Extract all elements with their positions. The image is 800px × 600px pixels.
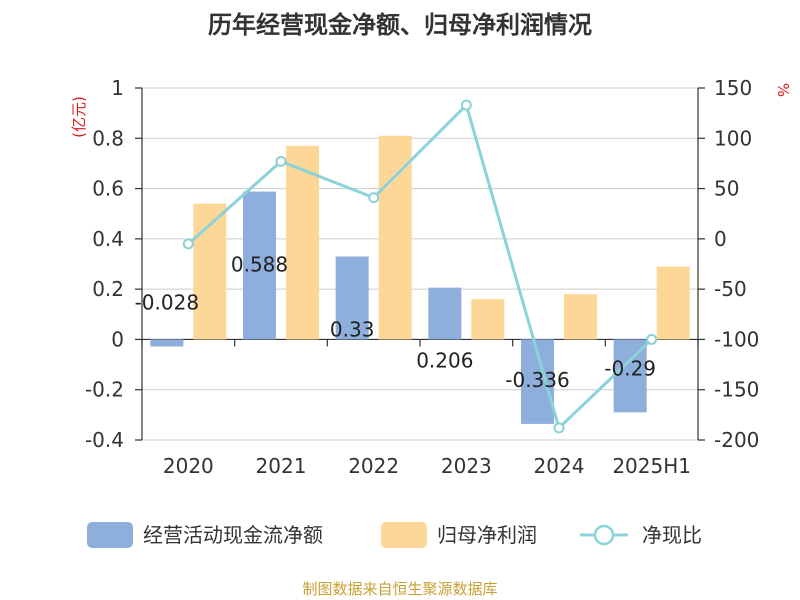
- bar-cashflow: [428, 287, 462, 340]
- legend: 经营活动现金流净额 归母净利润 净现比: [87, 522, 702, 548]
- bar-cashflow: [335, 256, 369, 340]
- left-tick-label: 0: [111, 327, 124, 351]
- left-tick-label: -0.2: [85, 378, 124, 402]
- right-tick-label: 150: [714, 76, 752, 100]
- data-source: 制图数据来自恒生聚源数据库: [302, 580, 497, 598]
- gridlines: [142, 87, 698, 441]
- legend-swatch-cashflow: [87, 522, 133, 548]
- right-axis-unit: %: [774, 83, 792, 97]
- data-label-cashflow: 0.588: [231, 253, 288, 277]
- data-label-cashflow: 0.206: [416, 349, 473, 373]
- left-tick-label: 0.8: [92, 126, 124, 150]
- ratio-point: [460, 99, 472, 111]
- ratio-point: [646, 333, 658, 345]
- bar-net-profit: [378, 135, 412, 340]
- left-axis-unit: (亿元): [70, 96, 88, 138]
- data-labels: -0.028 0.588 0.33 0.206 -0.336 -0.29: [135, 253, 656, 392]
- ratio-point: [553, 422, 565, 434]
- left-tick-label: 1: [111, 76, 124, 100]
- ratio-polyline: [187, 102, 653, 431]
- bar-net-profit: [286, 145, 319, 340]
- left-axis-ticks: 1 0.8 0.6 0.4 0.2 0 -0.2 -0.4: [85, 76, 124, 452]
- left-tick-label: -0.4: [85, 428, 124, 452]
- bar-net-profit: [564, 294, 597, 340]
- ratio-point: [275, 155, 287, 167]
- left-tick-label: 0.6: [92, 177, 124, 201]
- right-tick-label: 50: [714, 177, 739, 201]
- right-tick-label: -200: [714, 428, 759, 452]
- right-tick-label: 0: [714, 227, 727, 251]
- left-tick-label: 0.4: [92, 227, 124, 251]
- right-axis-ticks: 150 100 50 0 -50 -100 -150 -200: [714, 76, 759, 452]
- x-tick-label: 2023: [441, 454, 492, 478]
- data-label-cashflow: -0.028: [135, 290, 199, 314]
- right-tick-label: -150: [714, 378, 759, 402]
- bar-cashflow: [150, 339, 184, 347]
- x-tick-label: 2022: [348, 454, 399, 478]
- bars: [150, 135, 690, 424]
- legend-swatch-net-profit: [381, 522, 427, 548]
- bar-cashflow: [613, 339, 647, 413]
- ratio-point: [368, 192, 380, 204]
- x-tick-label: 2025H1: [612, 454, 691, 478]
- x-tick-label: 2020: [163, 454, 214, 478]
- left-tick-label: 0.2: [92, 277, 124, 301]
- ratio-point: [182, 238, 194, 250]
- legend-label-ratio: 净现比: [642, 523, 702, 547]
- bar-net-profit: [471, 299, 505, 340]
- ratio-line: [182, 99, 658, 434]
- legend-label-net-profit: 归母净利润: [437, 523, 537, 547]
- data-label-cashflow: 0.33: [330, 317, 375, 341]
- bar-cashflow: [243, 191, 276, 340]
- legend-item-net-profit[interactable]: 归母净利润: [381, 522, 537, 548]
- axes: [135, 87, 705, 441]
- legend-marker-ratio: [593, 524, 615, 546]
- x-tick-label: 2021: [256, 454, 307, 478]
- chart-title: 历年经营现金净额、归母净利润情况: [208, 11, 592, 39]
- data-label-cashflow: -0.29: [604, 356, 656, 380]
- right-tick-label: 100: [714, 126, 752, 150]
- x-tick-label: 2024: [534, 454, 585, 478]
- x-axis-ticks: 2020 2021 2022 2023 2024 2025H1: [163, 454, 691, 478]
- legend-item-cashflow[interactable]: 经营活动现金流净额: [87, 522, 323, 548]
- data-label-cashflow: -0.336: [505, 368, 569, 392]
- bar-net-profit: [656, 266, 690, 340]
- legend-item-ratio[interactable]: 净现比: [580, 523, 702, 547]
- legend-label-cashflow: 经营活动现金流净额: [143, 523, 323, 547]
- right-tick-label: -100: [714, 327, 759, 351]
- right-tick-label: -50: [714, 277, 747, 301]
